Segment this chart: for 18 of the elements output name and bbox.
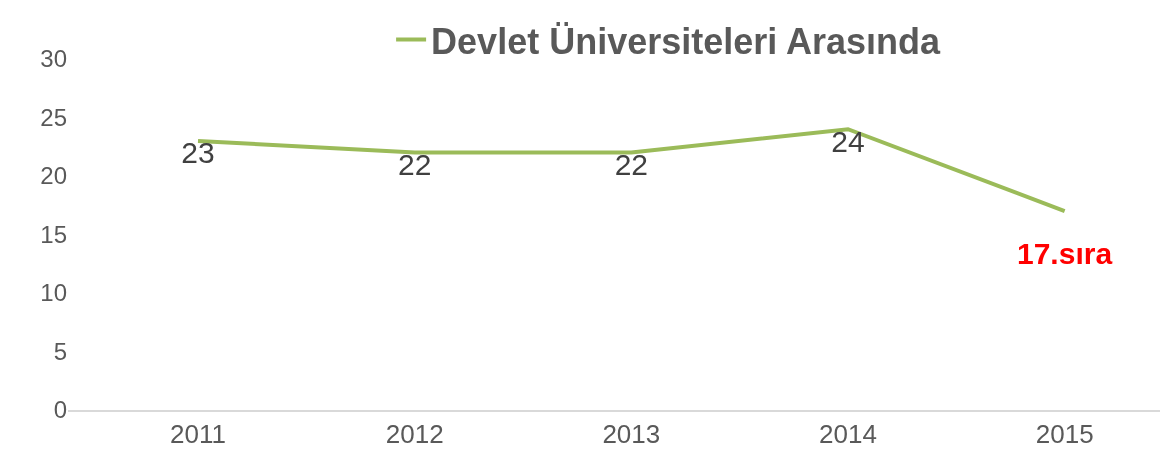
- legend-label: Devlet Üniversiteleri Arasında: [431, 20, 941, 62]
- x-tick-label: 2013: [602, 418, 661, 449]
- data-label: 22: [614, 148, 649, 182]
- x-tick-label: 2012: [385, 418, 444, 449]
- y-tick-label: 5: [53, 337, 67, 365]
- y-tick-label: 0: [53, 396, 67, 424]
- y-tick-label: 15: [40, 220, 67, 248]
- y-tick-label: 10: [40, 279, 67, 307]
- x-tick-label: 2011: [170, 418, 226, 449]
- data-label: 24: [831, 124, 865, 158]
- data-label: 23: [181, 136, 215, 170]
- data-label: 22: [397, 148, 432, 182]
- x-tick-label: 2014: [819, 418, 877, 449]
- y-tick-label: 25: [40, 103, 67, 131]
- y-tick-label: 30: [40, 45, 67, 73]
- x-tick-label: 2015: [1035, 418, 1094, 449]
- annotation: 17.sıra: [1017, 237, 1113, 270]
- y-tick-label: 20: [40, 162, 67, 190]
